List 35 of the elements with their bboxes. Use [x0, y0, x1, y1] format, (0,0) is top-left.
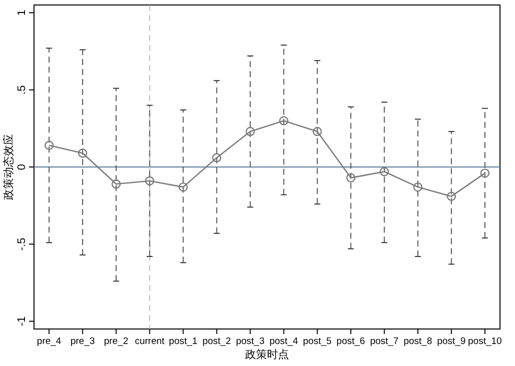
point [480, 168, 490, 178]
point [380, 167, 389, 176]
x-tick-label: post_5 [303, 336, 332, 347]
point [145, 176, 154, 186]
x-tick-label: pre_3 [70, 336, 95, 347]
point [178, 182, 188, 192]
y-tick-label: -.5 [16, 238, 28, 251]
x-tick-label: post_1 [168, 336, 198, 347]
y-axis-title: 政策动态效应 [2, 134, 15, 200]
x-tick-label: post_4 [269, 336, 298, 347]
y-tick-label: -1 [16, 316, 28, 326]
x-tick-label: current [134, 336, 165, 347]
point [44, 140, 54, 150]
x-tick-label: post_10 [468, 336, 502, 347]
x-tick-label: post_6 [336, 336, 366, 347]
y-tick-label: 0 [16, 164, 28, 170]
y-tick-label: 1 [16, 10, 28, 16]
point [346, 173, 356, 182]
x-axis-title: 政策时点 [245, 348, 289, 361]
x-tick-label: post_3 [236, 336, 265, 347]
x-tick-label: post_9 [437, 336, 466, 347]
point [212, 153, 222, 162]
x-tick-label: post_2 [202, 336, 231, 347]
x-tick-label: post_7 [370, 336, 399, 347]
x-tick-label: post_8 [404, 336, 432, 347]
point [312, 126, 322, 136]
point [413, 182, 422, 192]
point [112, 179, 121, 189]
point [446, 192, 456, 201]
y-tick-label: .5 [16, 85, 28, 94]
x-tick-label: pre_4 [36, 336, 62, 347]
point [246, 126, 255, 136]
point [279, 116, 288, 126]
x-tick-label: pre_2 [104, 336, 128, 347]
point [78, 148, 88, 158]
